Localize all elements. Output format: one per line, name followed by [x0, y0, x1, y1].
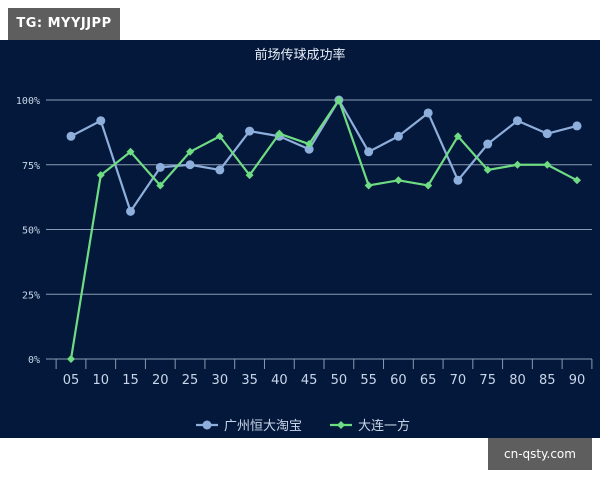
- data-point[interactable]: [215, 165, 225, 175]
- data-point[interactable]: [215, 132, 224, 141]
- x-tick-label: 10: [92, 373, 109, 388]
- y-tick-label: 50%: [22, 226, 40, 237]
- data-point[interactable]: [245, 171, 254, 180]
- x-tick-label: 50: [331, 373, 348, 388]
- legend[interactable]: 广州恒大淘宝 大连一方: [196, 418, 410, 434]
- watermark-top: TG: MYYJJPP: [8, 8, 120, 40]
- data-point[interactable]: [275, 129, 284, 138]
- data-point[interactable]: [334, 96, 343, 104]
- x-tick-label: 85: [539, 373, 556, 388]
- legend-diamond-icon: [337, 421, 345, 429]
- chart-panel: [0, 40, 600, 438]
- y-tick-label: 0%: [28, 355, 40, 366]
- chart-title: 前场传球成功率: [254, 48, 346, 63]
- data-point[interactable]: [453, 175, 463, 185]
- data-point[interactable]: [155, 162, 165, 172]
- data-point[interactable]: [156, 181, 165, 190]
- data-point[interactable]: [364, 181, 373, 190]
- data-point[interactable]: [305, 140, 314, 149]
- series-dalian: [67, 96, 581, 363]
- series-lines: [66, 95, 582, 363]
- data-point[interactable]: [126, 206, 136, 216]
- data-point[interactable]: [394, 176, 403, 185]
- y-tick-label: 100%: [16, 96, 40, 107]
- data-point[interactable]: [364, 147, 374, 157]
- x-tick-label: 15: [122, 373, 139, 388]
- data-point[interactable]: [483, 139, 493, 149]
- x-tick-label: 55: [360, 373, 377, 388]
- x-tick-label: 30: [212, 373, 229, 388]
- data-point[interactable]: [96, 171, 105, 180]
- x-tick-label: 25: [182, 373, 199, 388]
- data-point[interactable]: [245, 126, 255, 136]
- data-point[interactable]: [424, 181, 433, 190]
- y-tick-label: 75%: [22, 161, 40, 172]
- y-axis-labels: 0% 25% 50% 75% 100%: [16, 96, 40, 366]
- data-point[interactable]: [453, 132, 462, 141]
- data-point[interactable]: [423, 108, 433, 118]
- data-point[interactable]: [513, 160, 522, 169]
- x-tick-label: 80: [509, 373, 526, 388]
- x-tick-label: 70: [450, 373, 467, 388]
- data-point[interactable]: [483, 165, 492, 174]
- data-point[interactable]: [67, 355, 75, 363]
- legend-item-guangzhou[interactable]: 广州恒大淘宝: [196, 419, 302, 434]
- data-point[interactable]: [393, 131, 403, 141]
- x-tick-label: 35: [241, 373, 258, 388]
- x-tick-label: 75: [479, 373, 496, 388]
- legend-label: 大连一方: [358, 418, 410, 434]
- data-point[interactable]: [572, 121, 582, 131]
- legend-circle-icon: [202, 420, 212, 430]
- data-point[interactable]: [542, 129, 552, 139]
- data-point[interactable]: [512, 116, 522, 126]
- x-tick-label: 45: [301, 373, 318, 388]
- data-point[interactable]: [543, 160, 552, 169]
- data-point[interactable]: [96, 116, 106, 126]
- series-guangzhou: [66, 95, 582, 216]
- data-point[interactable]: [126, 147, 135, 156]
- watermark-bottom: cn-qsty.com: [488, 438, 592, 470]
- data-point[interactable]: [185, 160, 195, 170]
- x-tick-label: 65: [420, 373, 437, 388]
- legend-item-dalian[interactable]: 大连一方: [330, 418, 410, 434]
- data-point[interactable]: [66, 131, 76, 141]
- legend-label: 广州恒大淘宝: [224, 419, 302, 434]
- x-tick-label: 60: [390, 373, 407, 388]
- grid-lines: [46, 99, 592, 360]
- data-point[interactable]: [186, 147, 195, 156]
- x-tick-label: 05: [63, 373, 80, 388]
- x-tick-label: 40: [271, 373, 288, 388]
- x-tick-label: 90: [569, 373, 586, 388]
- y-tick-label: 25%: [22, 290, 40, 301]
- x-tick-label: 20: [152, 373, 169, 388]
- data-point[interactable]: [573, 176, 581, 185]
- x-axis: 05 10 15 20 25 30 35 40 45 50 55 60 65 70 75 80 85 90: [46, 358, 593, 388]
- data-point[interactable]: [304, 144, 314, 154]
